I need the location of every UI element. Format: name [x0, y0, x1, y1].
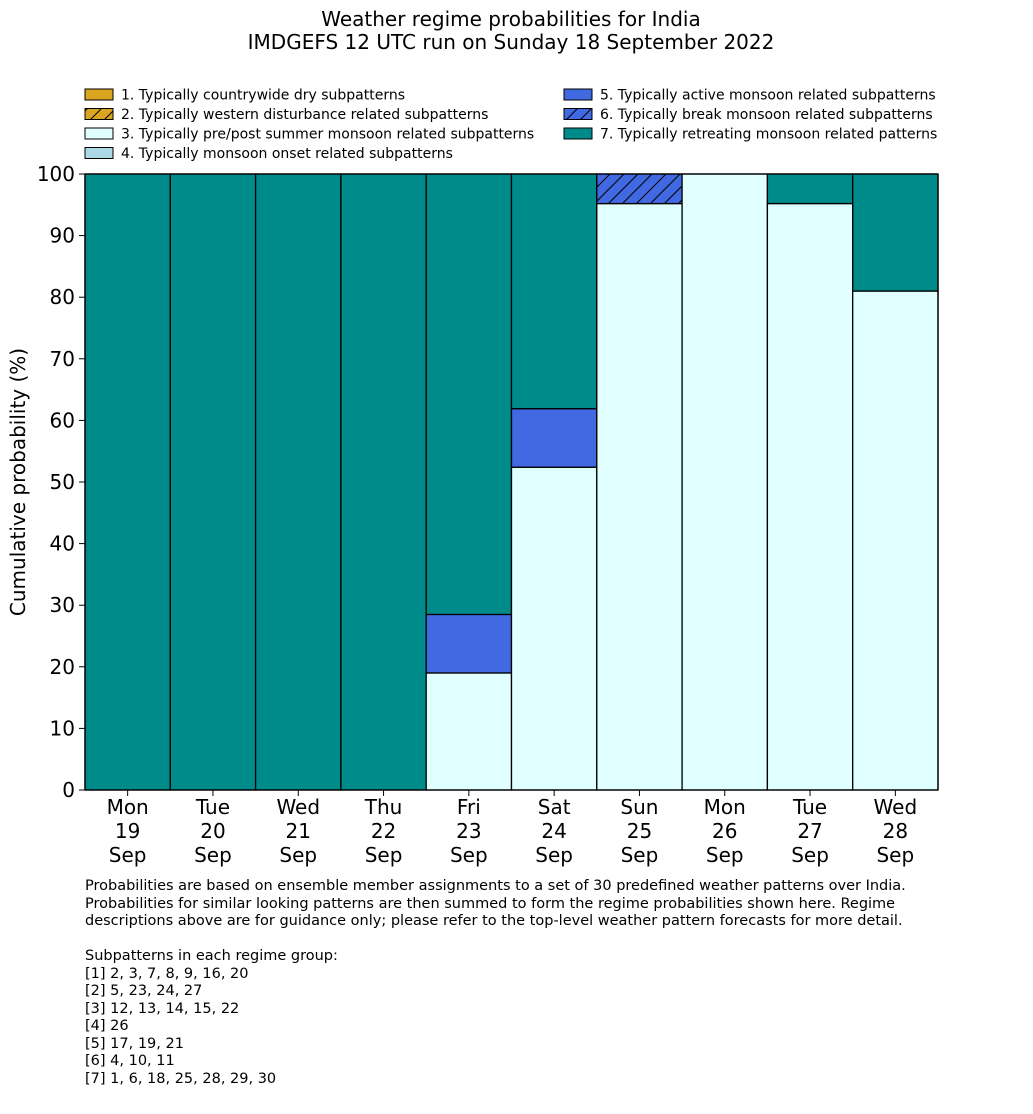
bar-segment	[340, 173, 427, 791]
x-tick-label: Fri	[457, 795, 481, 819]
legend-swatch	[563, 88, 593, 101]
legend-swatch-hatch	[564, 108, 592, 120]
bar-segment	[425, 613, 513, 674]
bar-segment	[852, 290, 939, 791]
x-tick-label: Sep	[450, 843, 488, 867]
x-tick-label: Tue	[792, 795, 827, 819]
bar-segment	[852, 173, 939, 292]
legend-label: 1. Typically countrywide dry subpatterns	[121, 88, 405, 104]
chart-title: Weather regime probabilities for India	[321, 7, 701, 31]
y-axis-label: Cumulative probability (%)	[6, 348, 30, 616]
legend-label: 2. Typically western disturbance related…	[121, 107, 488, 123]
legend-label: 4. Typically monsoon onset related subpa…	[121, 146, 453, 162]
x-tick-label: Sun	[620, 795, 658, 819]
chart: Weather regime probabilities for India I…	[6, 7, 939, 867]
legend-swatch	[84, 147, 114, 159]
y-tick-label: 70	[50, 347, 75, 371]
x-tick-label: 19	[115, 819, 140, 843]
x-tick-label: Mon	[107, 795, 149, 819]
axes: 0102030405060708090100Mon19SepTue20SepWe…	[37, 162, 939, 867]
x-tick-label: Tue	[195, 795, 230, 819]
bar-segment	[596, 202, 683, 791]
group-line: [4] 26	[85, 1018, 129, 1034]
x-tick-label: Sat	[538, 795, 571, 819]
y-tick-label: 60	[50, 408, 75, 432]
x-tick-label: Sep	[279, 843, 317, 867]
y-tick-label: 0	[62, 778, 75, 802]
x-tick-label: Sep	[535, 843, 573, 867]
y-tick-label: 80	[50, 285, 75, 309]
bar-segment	[425, 173, 513, 616]
x-tick-label: Wed	[276, 795, 320, 819]
bar-segment	[510, 408, 598, 468]
legend-swatch	[84, 127, 114, 140]
legend-label: 7. Typically retreating monsoon related …	[600, 127, 937, 143]
group-line: [3] 12, 13, 14, 15, 22	[85, 1000, 240, 1017]
bar-segment	[681, 173, 769, 791]
y-tick-label: 20	[50, 655, 75, 679]
bar-segment	[425, 672, 513, 791]
x-tick-label: Wed	[874, 795, 918, 819]
notes: Probabilities are based on ensemble memb…	[85, 878, 906, 1088]
x-tick-label: 20	[200, 819, 225, 843]
legend-swatch	[563, 127, 593, 140]
group-line: [7] 1, 6, 18, 25, 28, 29, 30	[85, 1070, 277, 1087]
x-tick-label: Sep	[791, 843, 829, 867]
x-tick-label: Sep	[109, 843, 147, 867]
bar-segment-hatch	[596, 174, 683, 204]
bar-segment	[84, 173, 171, 791]
legend-swatch	[84, 88, 114, 101]
y-tick-label: 50	[50, 470, 75, 494]
y-tick-label: 30	[50, 593, 75, 617]
bar-segment	[510, 173, 598, 410]
bar-segment	[169, 173, 257, 791]
legend-swatch-hatch	[85, 108, 113, 120]
x-tick-label: Sep	[194, 843, 232, 867]
x-tick-label: Sep	[365, 843, 403, 867]
x-tick-label: 22	[371, 819, 396, 843]
chart-subtitle: IMDGEFS 12 UTC run on Sunday 18 Septembe…	[248, 30, 775, 54]
bar-segment	[766, 202, 854, 791]
y-tick-label: 90	[50, 224, 75, 248]
y-tick-label: 100	[37, 162, 75, 186]
x-tick-label: Sep	[876, 843, 914, 867]
groups-list: [1] 2, 3, 7, 8, 9, 16, 20 [2] 5, 23, 24, …	[85, 966, 906, 1089]
x-tick-label: Mon	[704, 795, 746, 819]
bars	[84, 173, 939, 791]
bar-segment	[766, 173, 854, 205]
x-tick-label: 28	[883, 819, 908, 843]
x-tick-label: 26	[712, 819, 737, 843]
legend-label: 3. Typically pre/post summer monsoon rel…	[121, 127, 534, 143]
legend-label: 5. Typically active monsoon related subp…	[600, 88, 936, 104]
bar-segment	[254, 173, 342, 791]
x-tick-label: 25	[627, 819, 652, 843]
x-tick-label: Sep	[706, 843, 744, 867]
y-tick-label: 40	[50, 532, 75, 556]
notes-paragraph: Probabilities are based on ensemble memb…	[85, 878, 906, 929]
x-tick-label: 21	[286, 819, 311, 843]
y-tick-label: 10	[50, 716, 75, 740]
group-line: [5] 17, 19, 21	[85, 1035, 184, 1052]
x-tick-label: 27	[797, 819, 822, 843]
x-tick-label: Thu	[364, 795, 403, 819]
legend-label: 6. Typically break monsoon related subpa…	[600, 107, 933, 123]
x-tick-label: 23	[456, 819, 481, 843]
group-line: [1] 2, 3, 7, 8, 9, 16, 20	[85, 965, 249, 982]
x-tick-label: Sep	[621, 843, 659, 867]
x-tick-label: 24	[541, 819, 566, 843]
group-line: [6] 4, 10, 11	[85, 1053, 175, 1069]
legend: 1. Typically countrywide dry subpatterns…	[84, 88, 937, 162]
bar-segment	[510, 466, 598, 791]
groups-heading: Subpatterns in each regime group:	[85, 948, 338, 964]
group-line: [2] 5, 23, 24, 27	[85, 983, 203, 999]
